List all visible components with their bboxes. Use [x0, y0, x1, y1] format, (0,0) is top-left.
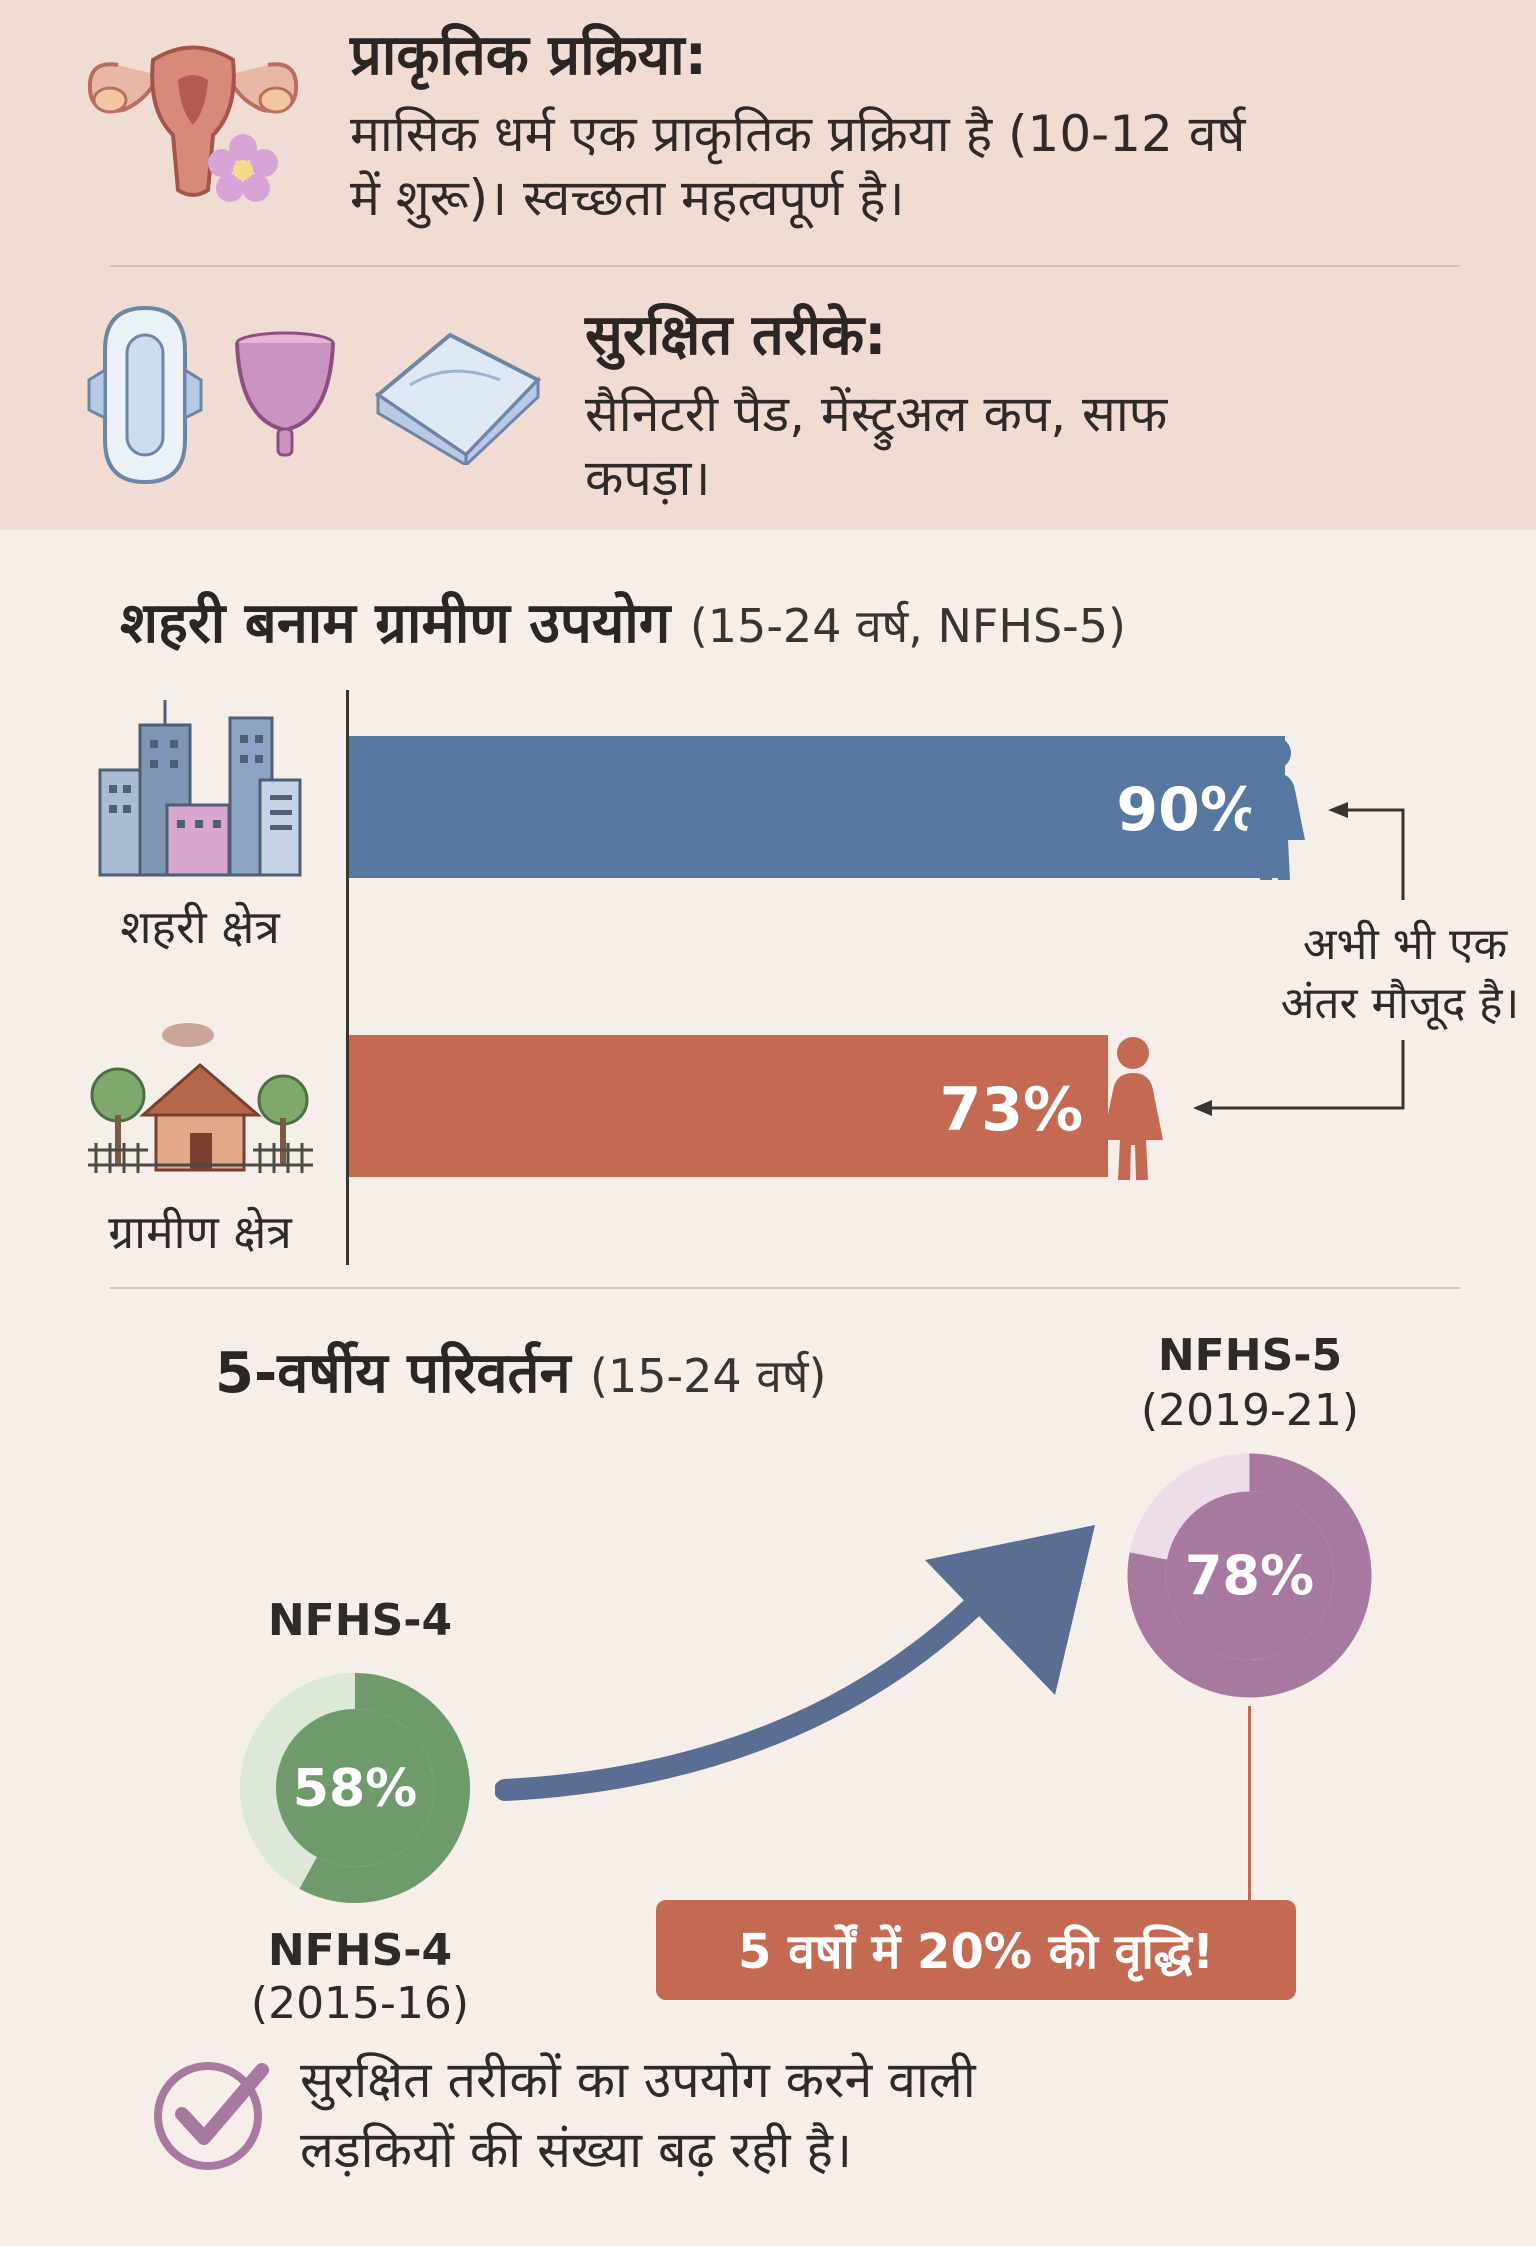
gap-note-line2: अंतर मौजूद है।	[1280, 978, 1520, 1030]
change-title-text: 5-वर्षीय परिवर्तन	[215, 1341, 571, 1406]
conclusion-line1: सुरक्षित तरीकों का उपयोग करने वाली	[300, 2051, 976, 2109]
nfhs5-donut: 78%	[1127, 1453, 1372, 1698]
nfhs5-top-label: NFHS-5	[1157, 1330, 1343, 1381]
change-subtitle: (15-24 वर्ष)	[590, 1349, 827, 1403]
urban-bar-value: 90%	[1116, 775, 1260, 845]
urban-label: शहरी क्षेत्र	[120, 900, 280, 954]
divider-2	[110, 1287, 1460, 1289]
gap-note: अभी भी एक अंतर मौजूद है।	[1245, 915, 1536, 1034]
growth-arrow	[495, 1525, 1095, 1801]
menstrual-cup-icon	[235, 331, 335, 457]
nfhs4-donut: 58%	[240, 1673, 470, 1903]
natural-process-text-line2: में शुरू)। स्वच्छता महत्वपूर्ण है।	[350, 169, 905, 227]
gap-bracket-arrows	[1193, 802, 1405, 1116]
checkmark-icon	[154, 2062, 269, 2170]
growth-banner: 5 वर्षों में 20% की वृद्धि!	[656, 1900, 1296, 2000]
woman-figure-rural-icon	[1103, 1037, 1163, 1180]
change-title: 5-वर्षीय परिवर्तन (15-24 वर्ष)	[215, 1340, 826, 1407]
urban-rural-title: शहरी बनाम ग्रामीण उपयोग (15-24 वर्ष, NFH…	[120, 590, 1126, 657]
urban-bar	[349, 736, 1285, 878]
conclusion-line2: लड़कियों की संख्या बढ़ रही है।	[300, 2121, 852, 2179]
nfhs5-value: 78%	[1185, 1544, 1314, 1607]
safe-methods-title: सुरक्षित तरीके:	[585, 303, 887, 368]
uterus-flower-icon	[87, 45, 299, 202]
nfhs4-top-label: NFHS-4	[267, 1595, 453, 1646]
nfhs4-arc	[240, 1673, 470, 1903]
natural-process-text-line1: मासिक धर्म एक प्राकृतिक प्रक्रिया है (10…	[350, 105, 1246, 163]
connector-line	[1248, 1706, 1251, 1900]
gap-note-line1: अभी भी एक	[1302, 919, 1508, 970]
urban-rural-subtitle: (15-24 वर्ष, NFHS-5)	[689, 599, 1126, 653]
city-buildings-icon	[98, 700, 302, 877]
urban-rural-title-text: शहरी बनाम ग्रामीण उपयोग	[120, 591, 671, 656]
divider-1	[110, 265, 1460, 267]
rural-bar-value: 73%	[939, 1075, 1084, 1145]
natural-process-title: प्राकृतिक प्रक्रिया:	[350, 23, 708, 88]
bar-axis	[346, 690, 349, 1265]
village-house-icon	[88, 1023, 313, 1173]
nfhs4-value: 58%	[293, 1759, 417, 1819]
nfhs5-years: (2019-21)	[1140, 1385, 1360, 1436]
safe-methods-text-line1: सैनिटरी पैड, मेंस्ट्रुअल कप, साफ	[585, 385, 1168, 443]
woman-figure-urban-icon	[1245, 737, 1305, 880]
rural-bar	[349, 1035, 1109, 1177]
nfhs5-arc	[1127, 1453, 1372, 1698]
nfhs4-bottom-label: NFHS-4	[267, 1925, 453, 1976]
sanitary-pad-icon	[87, 305, 203, 485]
nfhs4-years: (2015-16)	[250, 1978, 470, 2029]
cloth-icon	[374, 332, 542, 465]
rural-label: ग्रामीण क्षेत्र	[108, 1205, 292, 1259]
safe-methods-text-line2: कपड़ा।	[585, 449, 711, 507]
